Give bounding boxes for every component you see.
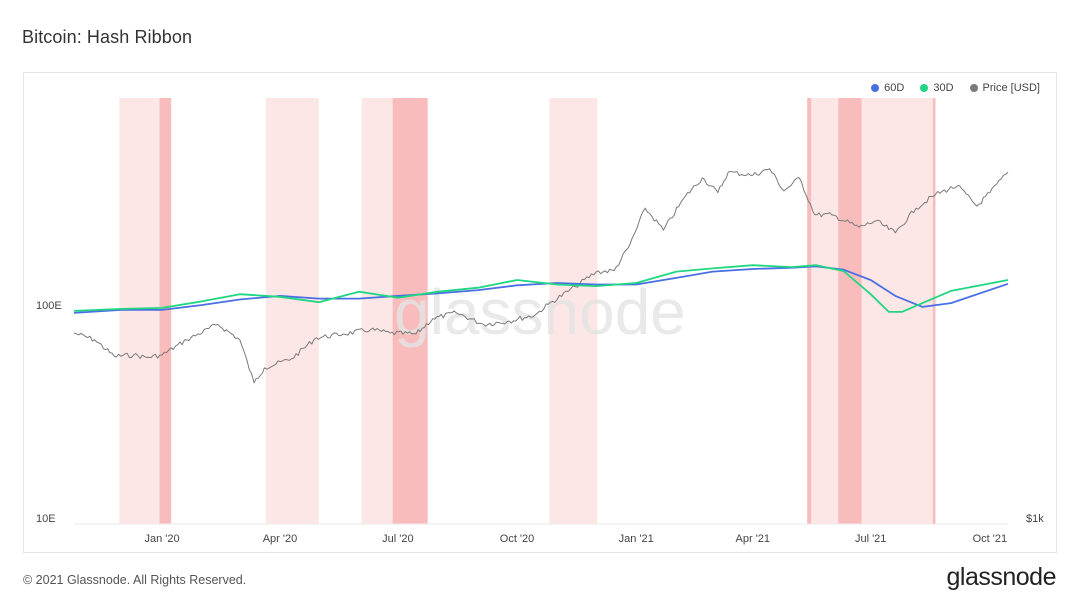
legend-dot-price <box>969 84 978 92</box>
x-tick-label-7: Oct '21 <box>973 533 1008 545</box>
capitulation-band-1 <box>159 98 172 524</box>
x-tick-label-6: Jul '21 <box>855 533 886 545</box>
x-tick-label-1: Apr '20 <box>263 533 298 545</box>
x-tick-label-3: Oct '20 <box>500 533 535 545</box>
price-usd-line <box>73 168 1009 384</box>
legend-item-30d[interactable]: 30D <box>920 82 954 94</box>
y-right-tick-label-1k: $1k <box>1026 513 1044 525</box>
legend-item-price[interactable]: Price [USD] <box>969 82 1040 94</box>
capitulation-band-8 <box>838 98 862 524</box>
y-tick-label-100e: 100E <box>36 300 62 312</box>
watermark-text: glassnode <box>394 276 686 348</box>
ma30-line <box>73 264 1009 313</box>
capitulation-band-5 <box>549 98 598 524</box>
x-tick-label-5: Apr '21 <box>736 533 771 545</box>
x-tick-label-0: Jan '20 <box>145 533 180 545</box>
capitulation-band-6 <box>807 98 936 524</box>
legend-label-60d: 60D <box>884 82 905 94</box>
capitulation-band-9 <box>932 98 936 524</box>
brand-logo[interactable]: glassnode <box>946 563 1057 591</box>
chart-legend: 60D 30D Price [USD] <box>871 82 1040 94</box>
chart-title: Bitcoin: Hash Ribbon <box>22 27 193 47</box>
legend-item-60d[interactable]: 60D <box>871 82 904 94</box>
y-tick-label-10e: 10E <box>36 513 56 525</box>
chart-frame <box>23 72 1057 553</box>
capitulation-band-7 <box>807 98 812 524</box>
legend-label-30d: 30D <box>933 82 954 94</box>
ma60-line <box>73 265 1009 314</box>
copyright-text: © 2021 Glassnode. All Rights Reserved. <box>23 573 247 587</box>
legend-dot-60d <box>871 84 880 92</box>
legend-label-price: Price [USD] <box>982 82 1040 94</box>
legend-dot-30d <box>920 84 929 92</box>
x-tick-label-2: Jul '20 <box>382 533 413 545</box>
capitulation-band-4 <box>392 98 428 524</box>
x-tick-label-4: Jan '21 <box>619 533 654 545</box>
capitulation-band-2 <box>265 98 319 524</box>
